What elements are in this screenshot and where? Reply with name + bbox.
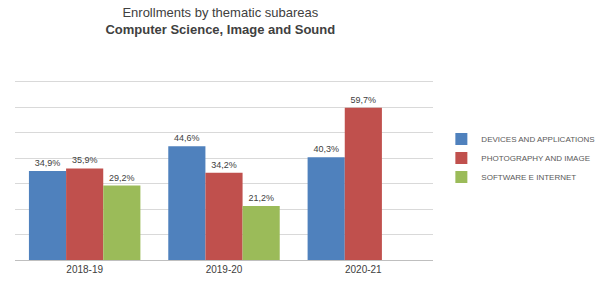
- svg-text:34,9%: 34,9%: [35, 158, 61, 168]
- svg-text:2020-21: 2020-21: [345, 264, 382, 275]
- svg-text:2019-20: 2019-20: [206, 264, 243, 275]
- svg-text:44,6%: 44,6%: [174, 133, 200, 143]
- svg-text:35,9%: 35,9%: [72, 155, 98, 165]
- svg-text:40,3%: 40,3%: [313, 144, 339, 154]
- svg-text:Enrollments by thematic subare: Enrollments by thematic subareasComputer…: [105, 5, 335, 37]
- svg-text:2018-19: 2018-19: [66, 264, 103, 275]
- svg-text:29,2%: 29,2%: [109, 173, 135, 183]
- svg-text:DEVICES AND APPLICATIONS: DEVICES AND APPLICATIONS: [481, 135, 594, 144]
- svg-text:SOFTWARE E INTERNET: SOFTWARE E INTERNET: [481, 173, 576, 182]
- svg-text:21,2%: 21,2%: [248, 193, 274, 203]
- svg-text:34,2%: 34,2%: [211, 160, 237, 170]
- svg-text:PHOTOGRAPHY AND IMAGE: PHOTOGRAPHY AND IMAGE: [481, 154, 590, 163]
- svg-text:59,7%: 59,7%: [351, 95, 377, 105]
